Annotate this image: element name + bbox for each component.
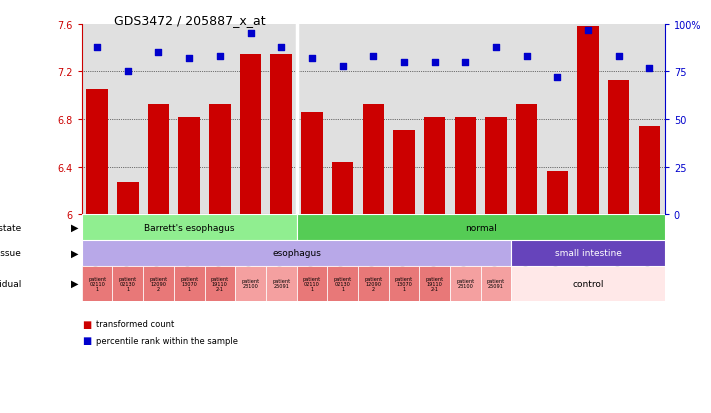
Bar — [516, 104, 538, 215]
Text: tissue: tissue — [0, 249, 21, 258]
Bar — [296, 266, 327, 301]
Text: patient
02130
1: patient 02130 1 — [333, 276, 352, 291]
Text: patient
13070
1: patient 13070 1 — [180, 276, 198, 291]
Text: patient
13070
1: patient 13070 1 — [395, 276, 413, 291]
Bar — [235, 266, 266, 301]
Text: ■: ■ — [82, 319, 91, 329]
Text: esophagus: esophagus — [272, 249, 321, 258]
Bar — [511, 266, 665, 301]
Bar — [332, 163, 353, 215]
Bar — [393, 131, 415, 215]
Bar — [577, 27, 599, 215]
Text: patient
12090
2: patient 12090 2 — [364, 276, 383, 291]
Bar — [173, 266, 205, 301]
Text: patient
25091: patient 25091 — [487, 278, 505, 289]
Point — [245, 31, 256, 38]
Bar — [112, 266, 143, 301]
Bar — [389, 266, 419, 301]
Bar — [363, 104, 384, 215]
Point — [521, 54, 533, 60]
Bar — [148, 104, 169, 215]
Point — [337, 63, 348, 70]
Text: ■: ■ — [82, 335, 91, 345]
Text: disease state: disease state — [0, 223, 21, 232]
Bar — [419, 266, 450, 301]
Bar — [454, 117, 476, 215]
Bar — [240, 55, 261, 215]
Text: patient
23100: patient 23100 — [456, 278, 474, 289]
Point — [183, 56, 195, 62]
Text: individual: individual — [0, 279, 21, 288]
Bar — [266, 266, 296, 301]
Bar — [511, 240, 665, 266]
Bar — [296, 215, 665, 240]
Bar — [327, 266, 358, 301]
Bar — [547, 172, 568, 215]
Bar — [178, 117, 200, 215]
Point — [276, 44, 287, 51]
Point — [613, 54, 624, 60]
Point — [491, 44, 502, 51]
Text: control: control — [572, 279, 604, 288]
Bar — [205, 266, 235, 301]
Bar — [486, 117, 507, 215]
Text: patient
25091: patient 25091 — [272, 278, 290, 289]
Bar — [117, 183, 139, 215]
Point — [582, 27, 594, 34]
Point — [459, 59, 471, 66]
Point — [306, 56, 318, 62]
Bar — [82, 215, 296, 240]
Text: patient
12090
2: patient 12090 2 — [149, 276, 168, 291]
Text: percentile rank within the sample: percentile rank within the sample — [96, 336, 238, 345]
Point — [643, 65, 655, 72]
Text: ▶: ▶ — [70, 248, 78, 258]
Bar — [82, 266, 112, 301]
Text: patient
02130
1: patient 02130 1 — [119, 276, 137, 291]
Text: patient
23100: patient 23100 — [242, 278, 260, 289]
Bar — [481, 266, 511, 301]
Bar — [86, 90, 108, 215]
Point — [368, 54, 379, 60]
Bar — [301, 113, 323, 215]
Bar — [209, 104, 230, 215]
Bar — [270, 55, 292, 215]
Point — [122, 69, 134, 76]
Point — [153, 50, 164, 57]
Point — [429, 59, 440, 66]
Bar — [638, 127, 661, 215]
Bar — [143, 266, 173, 301]
Point — [552, 75, 563, 81]
Point — [214, 54, 225, 60]
Bar — [450, 266, 481, 301]
Point — [398, 59, 410, 66]
Text: patient
02110
1: patient 02110 1 — [303, 276, 321, 291]
Text: GDS3472 / 205887_x_at: GDS3472 / 205887_x_at — [114, 14, 265, 27]
Text: transformed count: transformed count — [96, 319, 174, 328]
Text: Barrett's esophagus: Barrett's esophagus — [144, 223, 235, 232]
Bar — [608, 81, 629, 215]
Bar — [358, 266, 389, 301]
Text: patient
19110
2-1: patient 19110 2-1 — [426, 276, 444, 291]
Text: patient
19110
2-1: patient 19110 2-1 — [210, 276, 229, 291]
Text: ▶: ▶ — [70, 278, 78, 289]
Text: patient
02110
1: patient 02110 1 — [88, 276, 106, 291]
Text: ▶: ▶ — [70, 223, 78, 233]
Bar — [82, 240, 511, 266]
Bar — [424, 117, 445, 215]
Point — [92, 44, 103, 51]
Text: small intestine: small intestine — [555, 249, 621, 258]
Text: normal: normal — [465, 223, 496, 232]
